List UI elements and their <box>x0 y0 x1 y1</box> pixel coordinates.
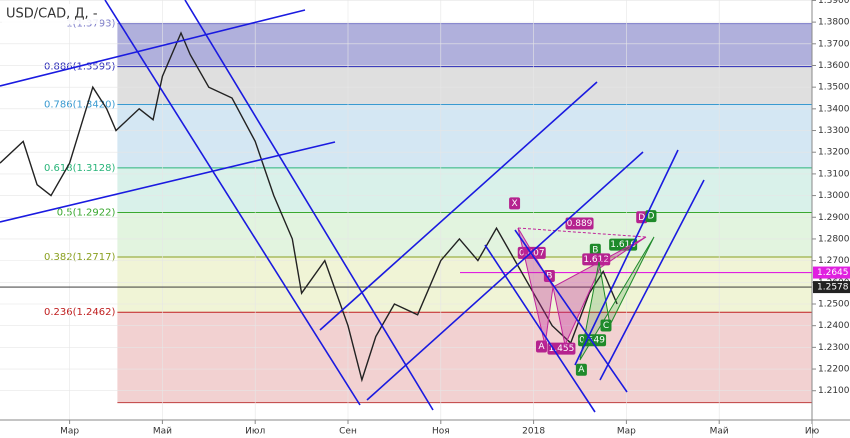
annotation-label: 1.455 <box>549 344 575 354</box>
annotation-box <box>509 197 521 210</box>
annotation-label: C <box>603 321 609 331</box>
x-tick-label: Ноя <box>432 427 450 437</box>
fib-label: 0.382(1.2717) <box>44 252 116 263</box>
annotation-label: B <box>546 272 552 282</box>
fib-band <box>117 312 813 403</box>
fib-label: 0.236(1.2462) <box>44 307 116 318</box>
annotation-label: A <box>578 365 585 375</box>
y-tick-label: 1.3400 <box>818 104 850 114</box>
y-tick-label: 1.3700 <box>818 39 850 49</box>
fib-band <box>117 167 813 213</box>
y-tick-label: 1.3800 <box>818 18 850 28</box>
annotation-label: D <box>648 212 655 222</box>
fib-band <box>117 256 813 313</box>
fib-label: 0.786(1.3420) <box>44 100 116 111</box>
annotation-label: D <box>638 213 645 223</box>
x-tick-label: Июл <box>245 427 265 437</box>
price-line-series <box>0 31 618 383</box>
annotation-label: 1.616 <box>610 240 636 250</box>
annotation-label: B <box>592 245 598 255</box>
x-tick-label: Май <box>153 427 172 437</box>
price-marker <box>813 281 850 294</box>
y-tick-label: 1.3600 <box>818 61 850 71</box>
fib-label: 0.618(1.3128) <box>44 163 116 174</box>
annotation-box <box>543 270 555 283</box>
annotation-box <box>575 363 587 376</box>
y-tick-label: 1.3900 <box>818 0 850 6</box>
fib-band <box>117 66 813 105</box>
x-tick-label: Май <box>710 427 729 437</box>
trend-channels <box>0 0 705 413</box>
annotation-label: 1.612 <box>583 255 609 265</box>
y-tick-label: 1.2800 <box>818 234 850 244</box>
y-tick-label: 1.2100 <box>818 386 850 396</box>
annotation-box <box>589 243 601 256</box>
annotation-label: X <box>511 199 517 209</box>
y-tick-label: 1.2500 <box>818 299 850 309</box>
y-tick-label: 1.2400 <box>818 321 850 331</box>
fib-label: 0.886(1.3595) <box>44 62 116 73</box>
time-axis <box>0 420 812 438</box>
annotation-box <box>565 217 594 230</box>
y-tick-label: 1.3100 <box>818 169 850 179</box>
y-tick-label: 1.3200 <box>818 148 850 158</box>
x-tick-label: Мар <box>617 427 636 437</box>
annotation-label: A <box>538 342 545 352</box>
y-tick-label: 1.2700 <box>818 256 850 266</box>
x-tick-label: 2018 <box>522 427 545 437</box>
y-tick-label: 1.2900 <box>818 213 850 223</box>
y-tick-label: 1.3000 <box>818 191 850 201</box>
fib-band <box>117 104 813 168</box>
y-tick-label: 1.2300 <box>818 343 850 353</box>
annotation-box <box>582 253 611 266</box>
fib-label: 0.5(1.2922) <box>57 207 116 218</box>
axes: 1.21001.22001.23001.24001.25001.26001.27… <box>60 0 850 437</box>
fib-band <box>117 23 813 67</box>
x-tick-label: Мар <box>60 427 79 437</box>
chart-title: USD/CAD, Д, - <box>6 7 98 22</box>
annotation-box <box>600 319 612 332</box>
annotation-label: 0.889 <box>567 219 593 229</box>
y-tick-label: 1.2200 <box>818 365 850 375</box>
x-tick-label: Ию <box>805 427 820 437</box>
y-tick-label: 1.3500 <box>818 83 850 93</box>
price-marker <box>813 266 850 279</box>
price-marker-label: 1.2578 <box>817 283 849 293</box>
price-axis <box>812 0 850 438</box>
y-tick-label: 1.3300 <box>818 126 850 136</box>
fib-band <box>117 212 813 257</box>
title-box <box>2 4 100 24</box>
grid <box>0 0 813 420</box>
fib-label: 1(1.3793) <box>66 19 115 30</box>
fib-retracement: 1(1.3793) 0.886(1.3595) 0.786(1.3420) 0.618… <box>44 19 813 404</box>
x-tick-label: Сен <box>339 427 357 437</box>
price-marker-label: 1.2645 <box>817 268 849 278</box>
